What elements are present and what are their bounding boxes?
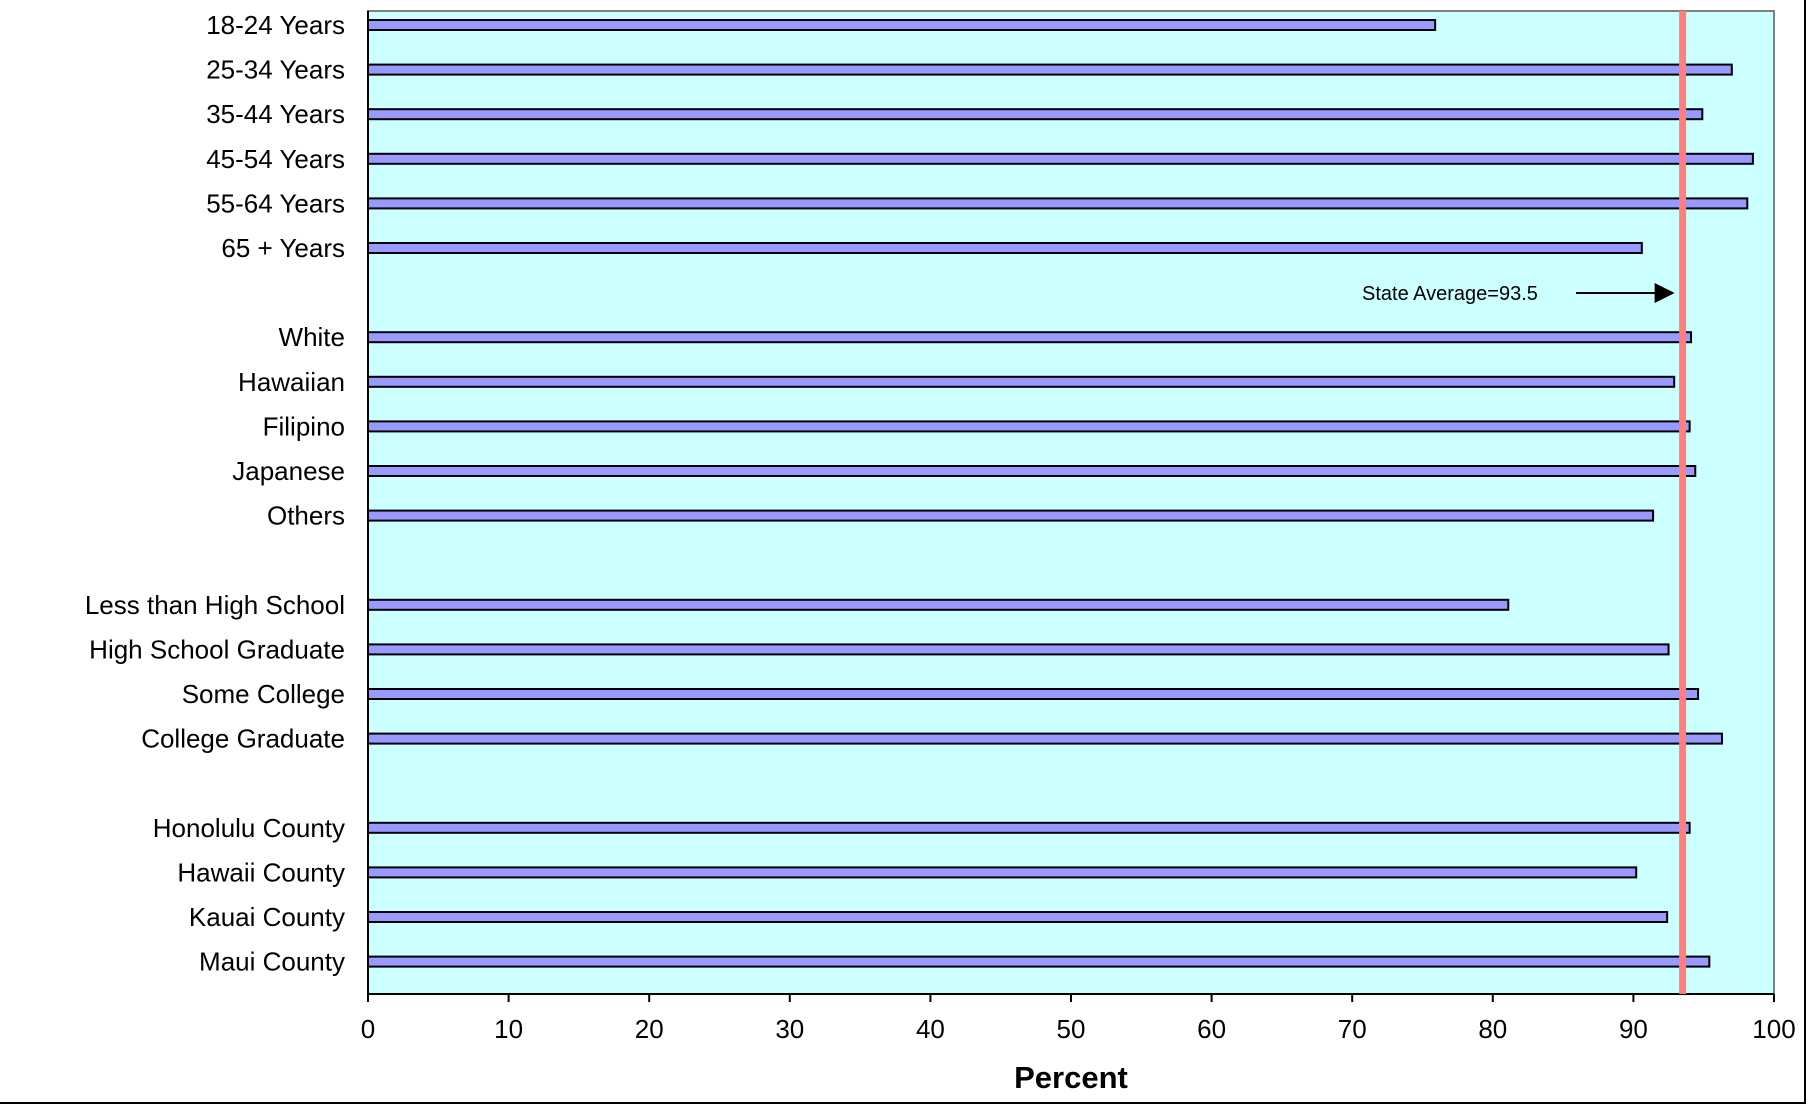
bar-maui-county xyxy=(367,955,1711,968)
category-label-hawaii-county: Hawaii County xyxy=(177,857,345,887)
state-average-label: State Average=93.5 xyxy=(1362,283,1538,305)
category-label-college-graduate: College Graduate xyxy=(141,724,345,754)
bars xyxy=(367,19,1754,968)
category-label-some-college: Some College xyxy=(182,679,345,709)
category-label-35-44-years: 35-44 Years xyxy=(206,99,345,129)
category-label-45-54-years: 45-54 Years xyxy=(206,144,345,174)
x-tick-label-50: 50 xyxy=(1057,1014,1086,1044)
bar-18-24-years xyxy=(367,19,1437,31)
category-label-18-24-years: 18-24 Years xyxy=(206,10,345,40)
category-label-honolulu-county: Honolulu County xyxy=(153,813,345,843)
bar-45-54-years xyxy=(367,152,1754,165)
category-label-hawaiian: Hawaiian xyxy=(238,367,345,397)
bar-hawaiian xyxy=(367,375,1676,388)
x-tick-label-0: 0 xyxy=(361,1014,375,1044)
category-label-japanese: Japanese xyxy=(232,456,345,486)
x-tick-label-40: 40 xyxy=(916,1014,945,1044)
category-label-filipino: Filipino xyxy=(263,411,345,441)
category-label-25-34-years: 25-34 Years xyxy=(206,55,345,85)
bar-35-44-years xyxy=(367,108,1704,121)
x-tick-label-20: 20 xyxy=(635,1014,664,1044)
bar-hawaii-county xyxy=(367,866,1638,879)
category-label-55-64-years: 55-64 Years xyxy=(206,188,345,218)
bar-55-64-years xyxy=(367,197,1749,210)
bar-high-school-graduate xyxy=(367,643,1670,656)
x-tick-label-60: 60 xyxy=(1197,1014,1226,1044)
bar-25-34-years xyxy=(367,63,1733,76)
category-label-less-than-high-school: Less than High School xyxy=(85,590,345,620)
x-axis-title: Percent xyxy=(1014,1060,1128,1095)
x-tick-label-100: 100 xyxy=(1752,1014,1795,1044)
bar-less-than-high-school xyxy=(367,598,1510,611)
bar-japanese xyxy=(367,465,1697,477)
bar-college-graduate xyxy=(367,732,1723,745)
bar-others xyxy=(367,509,1655,522)
category-label-high-school-graduate: High School Graduate xyxy=(89,634,345,664)
bar-some-college xyxy=(367,688,1700,700)
bar-kauai-county xyxy=(367,911,1669,923)
x-tick-label-30: 30 xyxy=(775,1014,804,1044)
x-tick-label-90: 90 xyxy=(1619,1014,1648,1044)
x-tick-label-80: 80 xyxy=(1478,1014,1507,1044)
category-label-65-years: 65 + Years xyxy=(221,233,345,263)
category-label-white: White xyxy=(279,322,345,352)
category-label-others: Others xyxy=(267,501,345,531)
category-label-kauai-county: Kauai County xyxy=(189,902,345,932)
x-tick-label-70: 70 xyxy=(1338,1014,1367,1044)
bar-filipino xyxy=(367,420,1691,433)
category-label-maui-county: Maui County xyxy=(199,947,345,977)
category-labels: 18-24 Years 25-34 Years 35-44 Years 45-54 Y… xyxy=(85,10,345,977)
bar-honolulu-county xyxy=(367,821,1691,834)
bar-65-years xyxy=(367,242,1643,254)
state-average-arrow-head xyxy=(1654,283,1675,303)
x-tick-label-10: 10 xyxy=(494,1014,523,1044)
bar-white xyxy=(367,331,1693,344)
x-axis: 0 10 20 30 40 50 60 70 80 90 100 xyxy=(361,11,1796,1044)
